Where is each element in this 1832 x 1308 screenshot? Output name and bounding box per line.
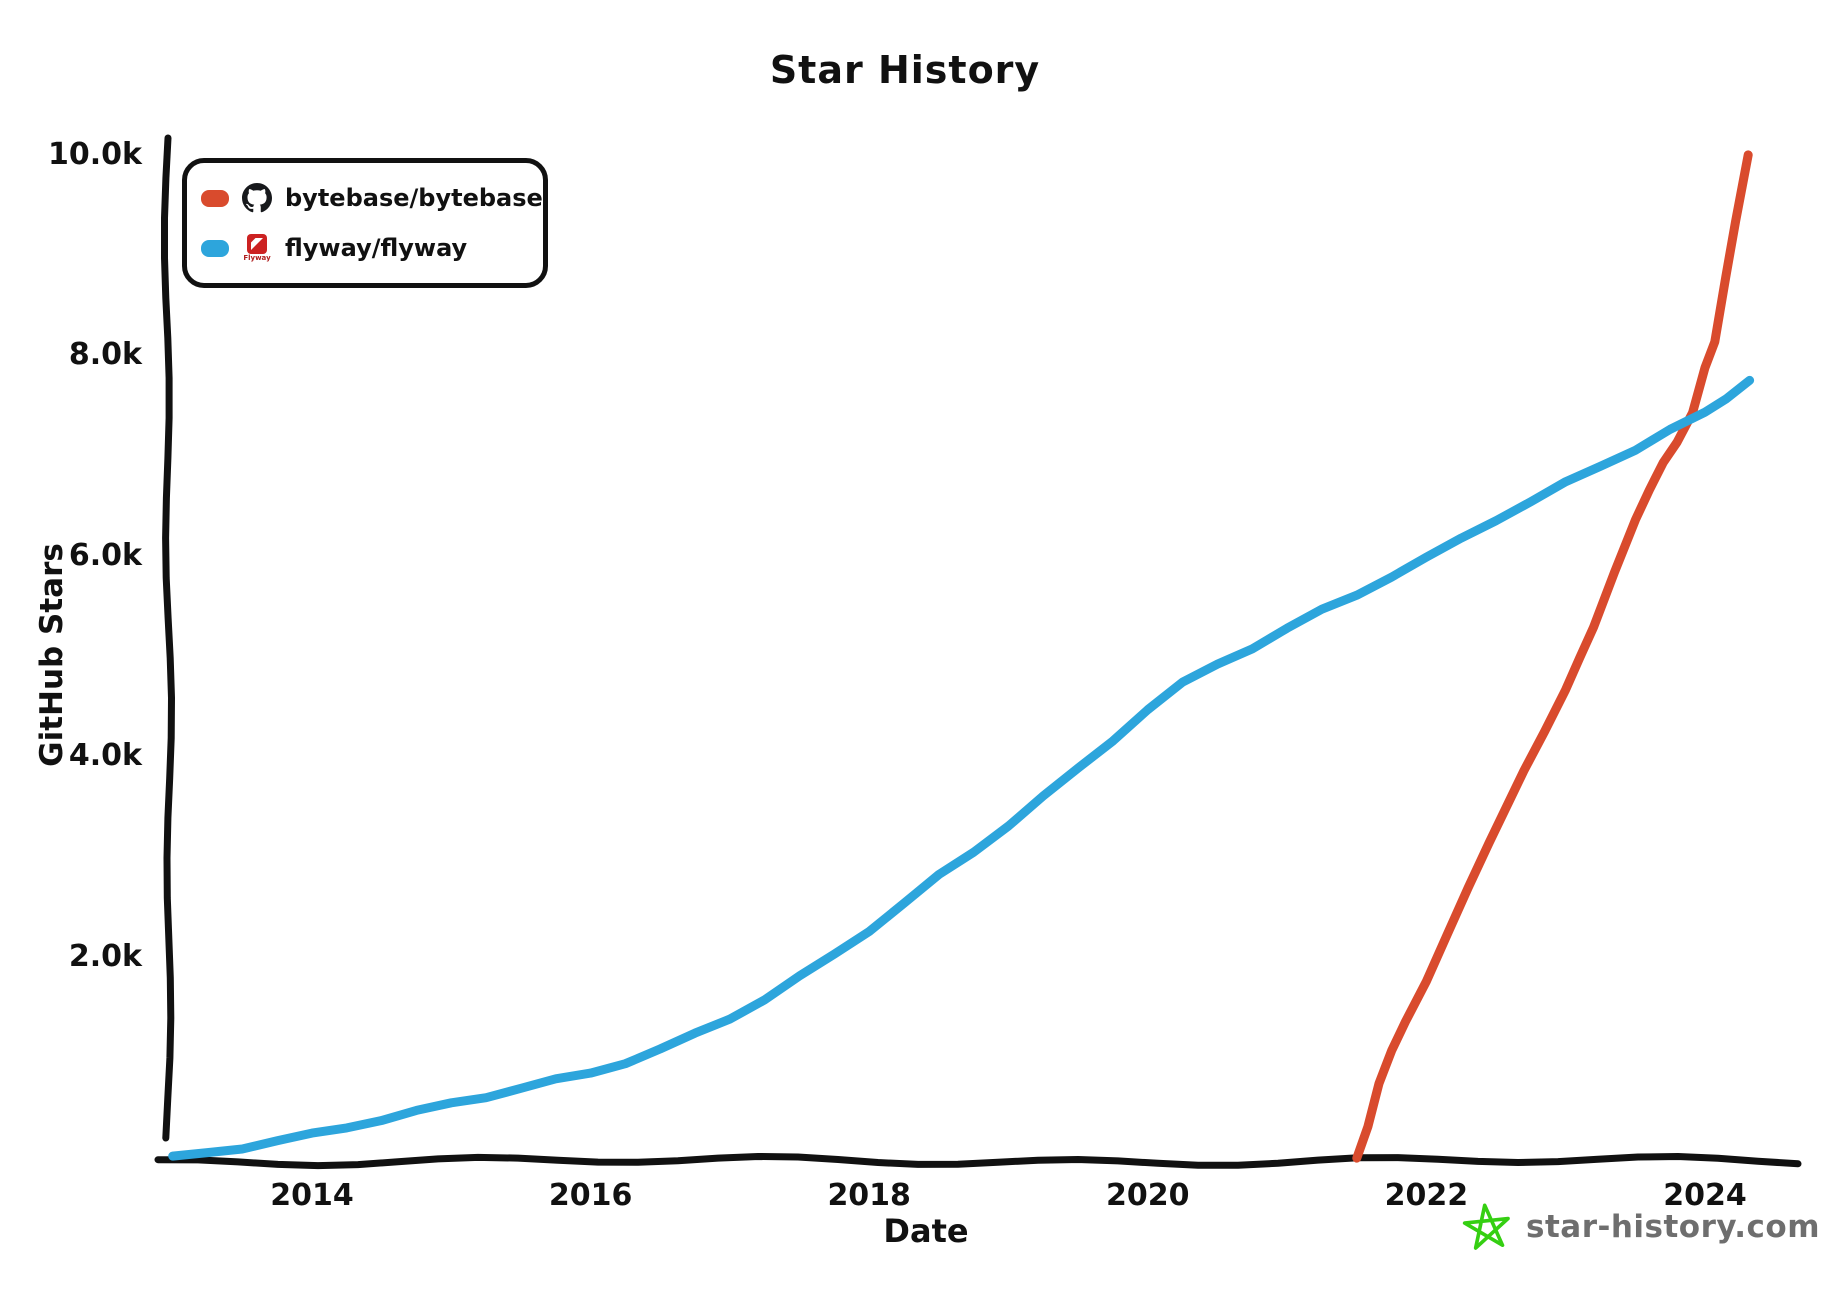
chart-title: Star History	[769, 48, 1041, 92]
y-tick-label-6.0k: 6.0k	[68, 537, 142, 573]
star-icon	[1462, 1203, 1510, 1250]
legend-swatch	[201, 239, 229, 257]
y-tick-label-2.0k: 2.0k	[68, 938, 142, 974]
y-tick-label-4.0k: 4.0k	[68, 738, 142, 774]
x-tick-label-2014: 2014	[270, 1178, 354, 1213]
x-tick-label-2020: 2020	[1106, 1178, 1190, 1213]
x-axis-title: Date	[883, 1212, 969, 1250]
legend-label: bytebase/bytebase	[285, 184, 543, 212]
series-line-bytebase	[1352, 150, 1753, 1163]
flyway-logo-caption: Flyway	[243, 253, 271, 262]
x-tick-label-2022: 2022	[1384, 1178, 1469, 1213]
y-axis-title: GitHub Stars	[34, 543, 70, 767]
y-tick-label-10.0k: 10.0k	[48, 137, 142, 172]
legend-label: flyway/flyway	[285, 234, 468, 262]
flyway-logo-icon	[247, 233, 267, 254]
series-lines	[168, 150, 1755, 1163]
y-tick-label-8.0k: 8.0k	[68, 337, 142, 373]
watermark: star-history.com	[1462, 1200, 1820, 1254]
axes	[154, 134, 1802, 1170]
github-octocat-icon	[242, 183, 272, 213]
x-tick-label-2016: 2016	[548, 1178, 633, 1213]
x-tick-label-2024: 2024	[1663, 1178, 1747, 1213]
legend-swatch	[201, 189, 229, 207]
legend: bytebase/bytebase Flyway flyway/flyway	[182, 158, 548, 288]
watermark-text: star-history.com	[1526, 1209, 1821, 1245]
legend-item-flyway: Flyway flyway/flyway	[201, 223, 543, 273]
legend-item-bytebase: bytebase/bytebase	[201, 173, 543, 223]
series-line-flyway	[168, 375, 1755, 1161]
x-tick-label-2018: 2018	[827, 1178, 911, 1213]
